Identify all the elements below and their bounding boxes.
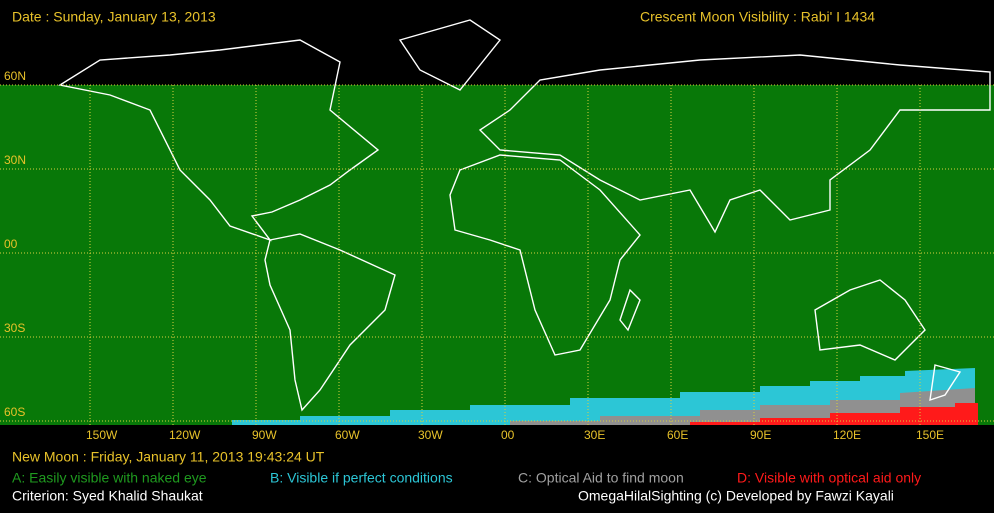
longitude-label: 30E — [584, 428, 605, 442]
map-title: Crescent Moon Visibility : Rabi' I 1434 — [640, 9, 875, 25]
latitude-label: 60N — [4, 69, 26, 83]
longitude-label: 150E — [916, 428, 944, 442]
longitude-label: 60W — [335, 428, 360, 442]
latitude-label: 30N — [4, 153, 26, 167]
latitude-label: 60S — [4, 405, 25, 419]
legend-entry: B: Visible if perfect conditions — [270, 470, 453, 486]
date: Date : Sunday, January 13, 2013 — [12, 9, 216, 25]
coastlines — [58, 19, 991, 412]
zone-a — [0, 85, 994, 425]
legend-entry: A: Easily visible with naked eye — [12, 470, 207, 486]
longitude-label: 120E — [833, 428, 861, 442]
longitude-label: 150W — [86, 428, 118, 442]
longitude-label: 30W — [418, 428, 443, 442]
latitude-label: 00 — [4, 237, 18, 251]
new-moon: New Moon : Friday, January 11, 2013 19:4… — [12, 449, 325, 465]
longitude-label: 00 — [501, 428, 515, 442]
credit: OmegaHilalSighting (c) Developed by Fawz… — [578, 488, 894, 504]
criterion: Criterion: Syed Khalid Shaukat — [12, 488, 203, 504]
latitude-label: 30S — [4, 321, 25, 335]
zone-d — [690, 403, 978, 425]
longitude-label: 60E — [667, 428, 688, 442]
legend-entry: D: Visible with optical aid only — [737, 470, 921, 486]
legend-entry: C: Optical Aid to find moon — [518, 470, 684, 486]
longitude-label: 120W — [169, 428, 201, 442]
longitude-label: 90E — [750, 428, 771, 442]
longitude-label: 90W — [252, 428, 277, 442]
